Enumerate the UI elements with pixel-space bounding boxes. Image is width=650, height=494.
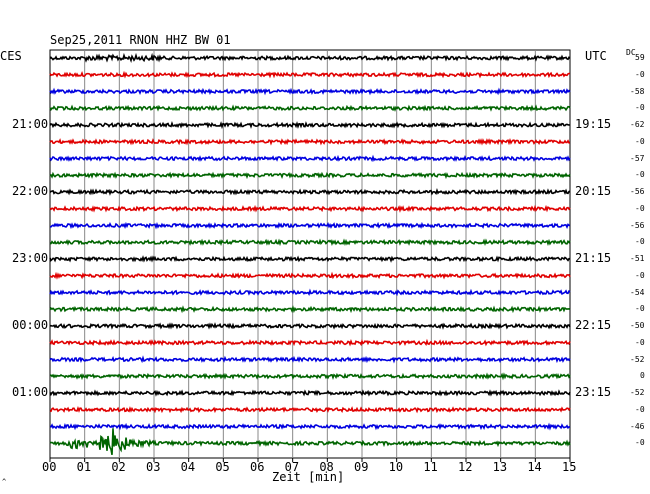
dc-offset-value: -56 — [630, 220, 645, 230]
dc-offset-value: -0 — [635, 170, 645, 180]
trace-line-row-5 — [49, 121, 571, 130]
x-tick-label: 06 — [250, 460, 265, 474]
dc-offset-value: -0 — [635, 404, 645, 414]
right-hour-label: 21:15 — [575, 251, 612, 265]
trace-line-row-4 — [49, 104, 571, 112]
plot-frame — [49, 49, 571, 459]
trace-line-row-9 — [49, 187, 571, 196]
right-hour-label: 22:15 — [575, 318, 612, 332]
x-tick-label: 01 — [76, 460, 92, 474]
dc-offset-value: -0 — [635, 438, 645, 448]
dc-offset-value: -0 — [635, 237, 645, 247]
chart-title: Sep25,2011 RNON HHZ BW 01 — [50, 33, 231, 47]
x-tick-label: 10 — [388, 460, 404, 474]
x-tick-label: 05 — [215, 460, 230, 474]
trace-line-row-1 — [49, 52, 571, 63]
trace-line-row-24 — [49, 428, 571, 456]
dc-offset-value: -0 — [635, 337, 645, 347]
trace-line-row-3 — [49, 87, 571, 96]
x-tick-label: 02 — [111, 460, 126, 474]
x-tick-label: 11 — [423, 460, 438, 474]
x-axis-label: Zeit [min] — [272, 470, 345, 484]
trace-line-row-13 — [49, 255, 570, 263]
dc-offset-value: -57 — [630, 153, 645, 163]
right-hour-label: 23:15 — [575, 385, 612, 399]
trace-line-row-18 — [49, 338, 571, 347]
dc-offset-header: DC — [626, 48, 636, 57]
trace-line-row-21 — [49, 389, 571, 397]
x-tick-label: 12 — [458, 460, 473, 474]
left-hour-label: 23:00 — [12, 251, 49, 265]
trace-line-row-2 — [49, 70, 571, 79]
trace-line-row-8 — [49, 171, 571, 180]
x-tick-label: 13 — [492, 460, 508, 474]
trace-line-row-10 — [49, 204, 571, 213]
x-tick-label: 08 — [319, 460, 334, 474]
dc-offset-value: 59 — [635, 53, 645, 62]
dc-offset-value: -46 — [630, 421, 645, 431]
trace-line-row-16 — [49, 305, 571, 314]
dc-offset-value: -52 — [630, 354, 645, 364]
dc-offset-value: -50 — [630, 321, 645, 330]
dc-offset-value: -51 — [630, 254, 645, 263]
left-hour-label: 21:00 — [12, 117, 49, 131]
left-hour-label: 22:00 — [12, 184, 49, 198]
trace-line-row-6 — [49, 138, 571, 146]
trace-line-row-19 — [49, 355, 571, 364]
dc-offset-value: -58 — [630, 86, 645, 96]
dc-offset-value: 0 — [640, 371, 645, 381]
dc-offset-value: -0 — [635, 69, 645, 79]
dc-offset-value: -0 — [635, 136, 645, 146]
dc-offset-value: -52 — [630, 388, 645, 397]
trace-line-row-20 — [49, 372, 571, 381]
x-tick-label: 15 — [562, 460, 577, 474]
right-hour-label: 20:15 — [575, 184, 612, 198]
trace-line-row-12 — [49, 238, 571, 247]
left-hour-label: 01:00 — [12, 385, 49, 399]
trace-line-row-22 — [49, 405, 571, 414]
dc-offset-value: -0 — [635, 103, 645, 113]
right-timezone-label: UTC — [585, 49, 607, 63]
corner-mark: ^ — [2, 478, 7, 486]
trace-line-row-11 — [50, 221, 571, 230]
x-tick-label: 09 — [354, 460, 369, 474]
x-tick-label: 03 — [146, 460, 161, 474]
trace-line-row-7 — [49, 154, 571, 163]
right-hour-label: 19:15 — [575, 117, 612, 131]
x-tick-label: 04 — [180, 460, 196, 474]
trace-line-row-23 — [49, 422, 571, 431]
x-tick-label: 07 — [284, 460, 300, 474]
left-timezone-label: CES — [0, 49, 22, 63]
dc-offset-value: -0 — [635, 270, 645, 280]
x-tick-label: 00 — [42, 460, 57, 474]
dc-offset-value: -0 — [635, 203, 645, 213]
dc-offset-value: -62 — [630, 120, 645, 129]
dc-offset-value: -0 — [635, 304, 645, 314]
trace-line-row-17 — [49, 322, 571, 330]
left-hour-label: 00:00 — [12, 318, 49, 332]
trace-line-row-14 — [49, 271, 571, 280]
x-tick-label: 14 — [527, 460, 542, 474]
trace-line-row-15 — [49, 288, 571, 297]
dc-offset-value: -54 — [630, 287, 645, 297]
dc-offset-value: -56 — [630, 187, 645, 196]
